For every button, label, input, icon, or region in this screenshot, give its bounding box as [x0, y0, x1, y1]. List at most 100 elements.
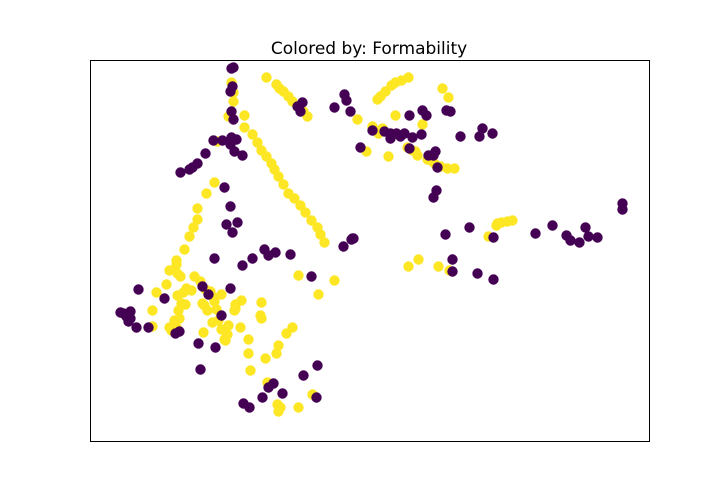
scatter-point — [243, 334, 254, 345]
scatter-point — [239, 110, 250, 121]
scatter-point — [261, 72, 272, 83]
scatter-point — [239, 122, 250, 133]
scatter-point — [192, 214, 203, 225]
scatter-point — [208, 135, 219, 146]
scatter-point — [237, 260, 248, 271]
scatter-point — [133, 284, 144, 295]
scatter-point — [257, 392, 268, 403]
scatter-point — [210, 342, 221, 353]
scatter-point — [583, 231, 594, 242]
scatter-point — [404, 143, 415, 154]
scatter-point — [383, 151, 394, 162]
scatter-point — [225, 201, 236, 212]
scatter-point — [143, 322, 154, 333]
scatter-point — [285, 249, 296, 260]
scatter-point — [161, 279, 172, 290]
scatter-point — [417, 105, 428, 116]
scatter-point — [403, 261, 414, 272]
scatter-point — [260, 353, 271, 364]
scatter-point — [407, 132, 418, 143]
scatter-point — [580, 222, 591, 233]
scatter-point — [207, 317, 218, 328]
scatter-point — [131, 322, 142, 333]
scatter-point — [226, 106, 237, 117]
scatter-point — [293, 270, 304, 281]
scatter-point — [174, 326, 185, 337]
scatter-point — [348, 233, 359, 244]
scatter-point — [192, 203, 203, 214]
plot-frame — [90, 60, 650, 442]
scatter-point — [298, 370, 309, 381]
scatter-point — [449, 163, 460, 174]
scatter-point — [312, 360, 323, 371]
scatter-point — [225, 139, 236, 150]
scatter-point — [179, 244, 190, 255]
scatter-point — [416, 129, 427, 140]
scatter-point — [329, 275, 340, 286]
scatter-point — [201, 188, 212, 199]
scatter-point — [222, 329, 233, 340]
scatter-point — [159, 293, 170, 304]
scatter-point — [271, 348, 282, 359]
scatter-point — [440, 229, 451, 240]
scatter-point — [147, 305, 158, 316]
scatter-point — [228, 114, 239, 125]
scatter-point — [390, 110, 401, 121]
scatter-point — [412, 150, 423, 161]
scatter-point — [263, 382, 274, 393]
scatter-point — [235, 322, 246, 333]
scatter-point — [431, 185, 442, 196]
scatter-point — [311, 392, 322, 403]
scatter-point — [256, 297, 267, 308]
scatter-point — [300, 207, 311, 218]
scatter-point — [432, 162, 443, 173]
scatter-point — [455, 131, 466, 142]
scatter-point — [487, 128, 498, 139]
scatter-point — [225, 86, 236, 97]
scatter-point — [178, 287, 189, 298]
scatter-point — [464, 222, 475, 233]
scatter-point — [175, 167, 186, 178]
scatter-point — [319, 237, 330, 248]
scatter-point — [338, 241, 349, 252]
scatter-point — [488, 274, 499, 285]
scatter-point — [547, 220, 558, 231]
scatter-point — [203, 289, 214, 300]
scatter-point — [209, 177, 220, 188]
scatter-point — [223, 320, 234, 331]
scatter-point — [244, 402, 255, 413]
scatter-point — [306, 271, 317, 282]
scatter-point — [273, 340, 284, 351]
scatter-point — [530, 228, 541, 239]
scatter-point — [221, 219, 232, 230]
scatter-point — [413, 254, 424, 265]
scatter-point — [195, 364, 206, 375]
scatter-point — [200, 148, 211, 159]
points-layer — [115, 62, 628, 417]
scatter-point — [474, 131, 485, 142]
scatter-point — [367, 125, 378, 136]
scatter-point — [219, 182, 230, 193]
scatter-point — [164, 265, 175, 276]
scatter-point — [428, 150, 439, 161]
scatter-point — [209, 253, 220, 264]
scatter-point — [175, 271, 186, 282]
scatter-point — [445, 106, 456, 117]
scatter-point — [237, 150, 248, 161]
scatter-point — [339, 89, 350, 100]
scatter-point — [151, 287, 162, 298]
scatter-point — [256, 313, 267, 324]
scatter-point — [192, 158, 203, 169]
scatter-point — [180, 299, 191, 310]
scatter-point — [355, 142, 366, 153]
scatter-point — [186, 285, 197, 296]
scatter-point — [247, 253, 258, 264]
scatter-point — [247, 129, 258, 140]
scatter-point — [198, 327, 209, 338]
scatter-point — [574, 237, 585, 248]
scatter-point — [472, 268, 483, 279]
scatter-point — [403, 72, 414, 83]
scatter-point — [217, 135, 228, 146]
scatter-point — [197, 281, 208, 292]
scatter-point — [225, 283, 236, 294]
